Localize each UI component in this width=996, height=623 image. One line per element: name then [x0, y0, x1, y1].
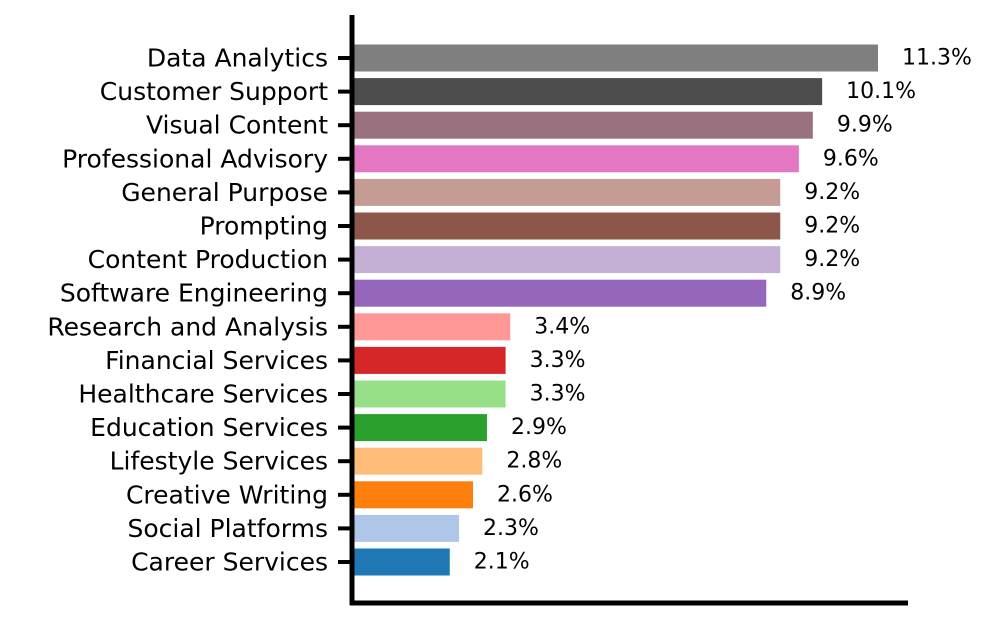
bar-13: [354, 481, 474, 509]
value-labels-group: 11.3% 10.1% 9.9% 9.6% 9.2% 9.2% 9.2% 8.9% 3.4% 3.…: [474, 46, 972, 575]
bar-5: [354, 212, 781, 240]
value-label-5: 9.2%: [804, 214, 860, 239]
value-label-7: 8.9%: [790, 281, 846, 306]
bar-12: [354, 447, 483, 475]
bar-14: [354, 514, 460, 542]
value-label-0: 11.3%: [902, 46, 972, 71]
value-label-15: 2.1%: [474, 550, 530, 575]
category-label-3: Professional Advisory: [62, 144, 328, 173]
value-label-4: 9.2%: [804, 180, 860, 205]
value-label-11: 2.9%: [511, 415, 567, 440]
bar-7: [354, 279, 767, 307]
bar-11: [354, 414, 487, 442]
value-label-2: 9.9%: [837, 113, 893, 138]
value-label-6: 9.2%: [804, 247, 860, 272]
value-label-1: 10.1%: [846, 79, 916, 104]
category-label-15: Career Services: [131, 548, 328, 577]
value-label-9: 3.3%: [530, 348, 586, 373]
category-label-4: General Purpose: [121, 178, 328, 207]
category-labels-group: Data Analytics Customer Support Visual Con…: [47, 44, 328, 577]
value-label-12: 2.8%: [506, 449, 562, 474]
bar-1: [354, 78, 823, 106]
category-label-11: Education Services: [90, 413, 328, 442]
category-label-7: Software Engineering: [60, 279, 328, 308]
bar-3: [354, 145, 799, 173]
category-label-9: Financial Services: [105, 346, 328, 375]
bar-10: [354, 380, 506, 408]
bar-15: [354, 548, 450, 576]
category-label-1: Customer Support: [100, 77, 328, 106]
category-label-14: Social Platforms: [127, 514, 328, 543]
value-label-3: 9.6%: [823, 146, 879, 171]
category-label-13: Creative Writing: [126, 480, 328, 509]
value-label-10: 3.3%: [530, 382, 586, 407]
bar-8: [354, 313, 511, 341]
bar-4: [354, 178, 781, 206]
bar-0: [354, 44, 878, 72]
category-label-2: Visual Content: [146, 111, 328, 140]
category-label-8: Research and Analysis: [47, 312, 328, 341]
value-label-14: 2.3%: [483, 516, 539, 541]
category-label-0: Data Analytics: [147, 44, 328, 73]
category-label-5: Prompting: [200, 212, 328, 241]
bar-9: [354, 346, 506, 374]
value-label-13: 2.6%: [497, 482, 553, 507]
category-label-10: Healthcare Services: [78, 380, 328, 409]
category-label-6: Content Production: [88, 245, 328, 274]
category-label-12: Lifestyle Services: [110, 447, 328, 476]
bar-2: [354, 111, 813, 139]
bar-6: [354, 246, 781, 274]
value-label-8: 3.4%: [534, 314, 590, 339]
bars-group: [354, 44, 878, 576]
